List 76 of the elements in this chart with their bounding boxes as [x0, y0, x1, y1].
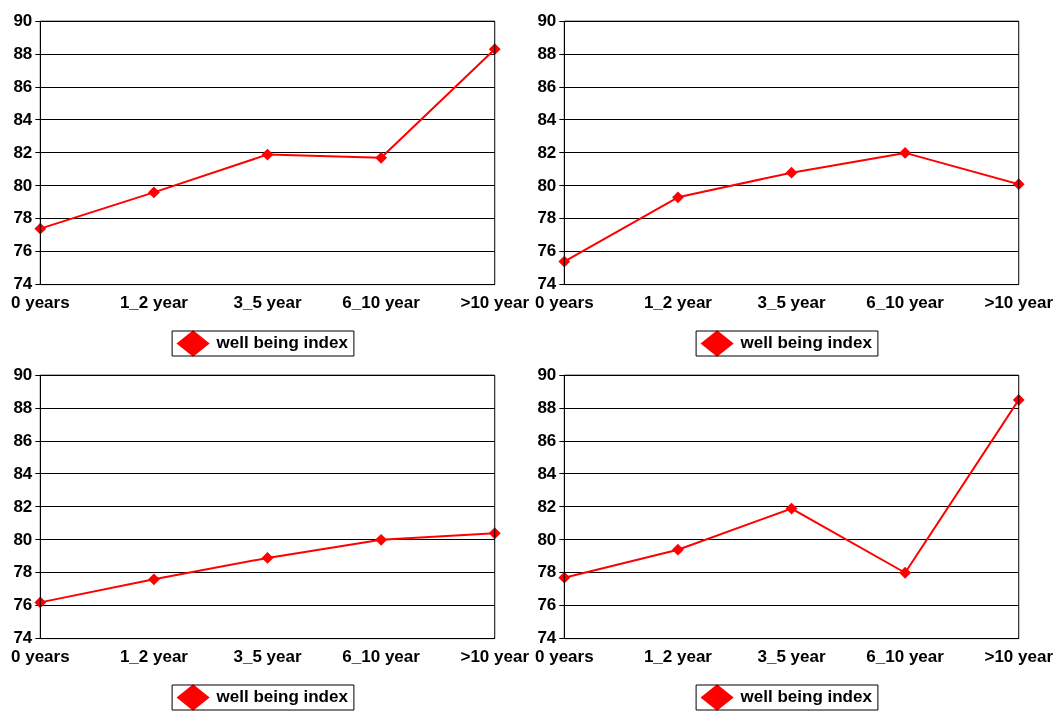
- x-tick-label: >10 year: [460, 293, 530, 313]
- y-tick-label: 76: [537, 595, 557, 615]
- point: [262, 149, 274, 161]
- legend-label: well being index: [215, 333, 349, 353]
- y-tick-label: 86: [13, 76, 33, 96]
- x-tick-label: 6_10 year: [866, 647, 945, 667]
- y-tick-label: 80: [13, 175, 33, 195]
- point: [148, 573, 160, 585]
- point: [262, 552, 274, 564]
- y-tick-label: 80: [537, 529, 557, 549]
- x-tick-label: 3_5 year: [233, 647, 302, 667]
- x-tick-label: 3_5 year: [757, 293, 826, 313]
- point: [1013, 394, 1025, 406]
- y-tick-label: 88: [537, 43, 557, 63]
- x-tick-label: 0 years: [10, 293, 70, 313]
- legend-label: well being index: [215, 687, 349, 707]
- y-tick-label: 76: [13, 595, 33, 615]
- point: [1013, 178, 1025, 190]
- x-tick-label: 3_5 year: [233, 293, 302, 313]
- y-tick-label: 78: [537, 562, 557, 582]
- y-tick-label: 80: [13, 529, 33, 549]
- x-tick-label: 6_10 year: [342, 293, 421, 313]
- y-tick-label: 74: [537, 274, 557, 294]
- y-tick-label: 90: [13, 364, 33, 384]
- x-tick-label: >10 year: [460, 647, 530, 667]
- point: [375, 152, 387, 164]
- y-tick-label: 84: [537, 463, 557, 483]
- y-tick-label: 90: [13, 10, 33, 30]
- y-tick-label: 80: [537, 175, 557, 195]
- y-tick-label: 88: [13, 397, 33, 417]
- point: [672, 544, 684, 556]
- y-tick-label: 74: [537, 628, 557, 648]
- point: [899, 567, 911, 579]
- point: [489, 43, 501, 55]
- y-tick-label: 84: [13, 463, 33, 483]
- y-tick-label: 74: [13, 274, 33, 294]
- legend-label: well being index: [739, 687, 873, 707]
- y-tick-label: 86: [537, 430, 557, 450]
- y-tick-label: 78: [13, 562, 33, 582]
- x-tick-label: 0 years: [534, 293, 594, 313]
- x-tick-label: 1_2 year: [643, 647, 713, 667]
- x-tick-label: 6_10 year: [866, 293, 945, 313]
- point: [148, 186, 160, 198]
- x-tick-label: 1_2 year: [643, 293, 713, 313]
- y-tick-label: 74: [13, 628, 33, 648]
- x-tick-label: >10 year: [984, 647, 1054, 667]
- y-tick-label: 82: [537, 496, 557, 516]
- y-tick-label: 78: [537, 208, 557, 228]
- y-tick-label: 86: [13, 430, 33, 450]
- y-tick-label: 86: [537, 76, 557, 96]
- x-tick-label: >10 year: [984, 293, 1054, 313]
- x-tick-label: 3_5 year: [757, 647, 826, 667]
- y-tick-label: 76: [537, 241, 557, 261]
- x-tick-label: 6_10 year: [342, 647, 421, 667]
- x-tick-label: 1_2 year: [119, 293, 189, 313]
- x-tick-label: 0 years: [534, 647, 594, 667]
- point: [375, 534, 387, 546]
- y-tick-label: 84: [13, 109, 33, 129]
- y-tick-label: 90: [537, 364, 557, 384]
- y-tick-label: 90: [537, 10, 557, 30]
- x-tick-label: 0 years: [10, 647, 70, 667]
- x-tick-label: 1_2 year: [119, 647, 189, 667]
- point: [672, 191, 684, 203]
- point: [786, 167, 798, 179]
- y-tick-label: 78: [13, 208, 33, 228]
- y-tick-label: 88: [13, 43, 33, 63]
- y-tick-label: 84: [537, 109, 557, 129]
- y-tick-label: 82: [537, 142, 557, 162]
- y-tick-label: 82: [13, 142, 33, 162]
- legend-label: well being index: [739, 333, 873, 353]
- point: [899, 147, 911, 159]
- y-tick-label: 76: [13, 241, 33, 261]
- point: [786, 503, 798, 515]
- y-tick-label: 82: [13, 496, 33, 516]
- y-tick-label: 88: [537, 397, 557, 417]
- point: [558, 256, 570, 268]
